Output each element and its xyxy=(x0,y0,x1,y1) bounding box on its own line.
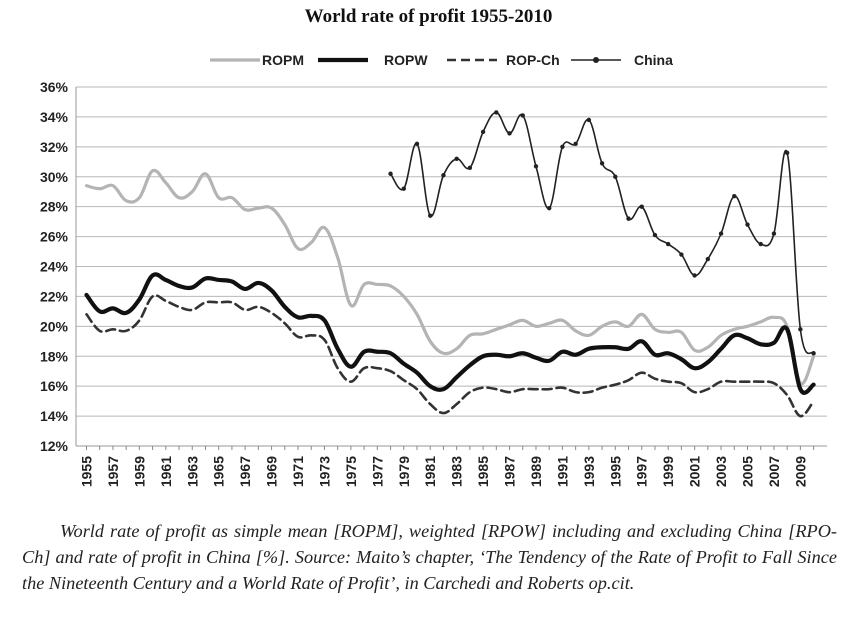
data-point-china xyxy=(586,117,592,123)
x-tick-label: 1991 xyxy=(554,456,570,487)
x-tick-label: 1969 xyxy=(264,456,280,487)
x-tick-label: 1961 xyxy=(158,456,174,487)
x-tick-label: 2001 xyxy=(687,456,703,487)
data-point-china xyxy=(665,241,671,247)
x-axis-ticks: 1955 1957 1959 1961 1963 1965 1967 1969 1971 1973… xyxy=(79,446,815,487)
data-point-china xyxy=(679,252,684,257)
data-point-china xyxy=(401,186,406,191)
data-point-china xyxy=(745,222,750,227)
x-tick-label: 1987 xyxy=(502,456,518,487)
line-chart: 12%14%16%18%20%22%24%26%28%30%32%34%36% … xyxy=(40,52,827,487)
x-tick-label: 1971 xyxy=(290,456,306,487)
x-tick-label: 1965 xyxy=(211,456,227,487)
data-point-china xyxy=(560,144,565,150)
data-point-china xyxy=(480,129,486,135)
data-point-china xyxy=(718,231,724,236)
x-tick-label: 1999 xyxy=(660,456,676,487)
x-tick-label: 1977 xyxy=(369,456,385,487)
x-tick-label: 1997 xyxy=(634,456,650,487)
data-point-china xyxy=(732,193,737,199)
y-tick-label: 18% xyxy=(40,348,69,364)
y-tick-label: 20% xyxy=(40,318,69,334)
x-tick-label: 1975 xyxy=(343,456,359,487)
data-point-china xyxy=(494,110,499,115)
data-point-china xyxy=(652,232,658,238)
data-point-china xyxy=(547,205,552,211)
data-point-china xyxy=(520,113,525,118)
x-tick-label: 1957 xyxy=(105,456,121,487)
y-tick-label: 22% xyxy=(40,288,69,304)
y-tick-label: 24% xyxy=(40,259,69,275)
data-point-china xyxy=(771,231,777,236)
x-tick-label: 1989 xyxy=(528,456,544,487)
data-point-china xyxy=(414,141,420,147)
x-tick-label: 1979 xyxy=(396,456,412,487)
data-point-china xyxy=(507,131,512,136)
legend-label-china: China xyxy=(634,52,673,68)
x-tick-label: 1985 xyxy=(475,456,491,487)
figure-caption: World rate of profit as simple mean [ROP… xyxy=(22,521,837,593)
legend-marker-china xyxy=(593,57,599,63)
x-tick-label: 1967 xyxy=(237,456,253,487)
y-tick-label: 16% xyxy=(40,378,69,394)
legend: ROPM ROPW ROP-Ch China xyxy=(210,52,673,68)
y-tick-label: 14% xyxy=(40,408,69,424)
y-tick-label: 36% xyxy=(40,79,69,95)
gridlines xyxy=(75,86,827,447)
chart-title: World rate of profit 1955-2010 xyxy=(304,6,553,27)
data-point-china xyxy=(758,241,763,247)
x-tick-label: 2003 xyxy=(713,456,729,487)
y-tick-label: 28% xyxy=(40,199,69,215)
data-point-china xyxy=(705,256,711,262)
series-line-ropm xyxy=(84,168,816,386)
series-line-rop-ch xyxy=(85,294,815,418)
data-point-china xyxy=(454,156,459,161)
x-tick-label: 1981 xyxy=(422,456,438,487)
x-tick-label: 1993 xyxy=(581,456,597,487)
data-point-china xyxy=(811,351,816,356)
legend-label-rop-ch: ROP-Ch xyxy=(506,52,560,68)
data-point-china xyxy=(573,141,578,147)
x-tick-label: 1955 xyxy=(79,456,95,487)
data-point-china xyxy=(428,213,433,218)
data-point-china xyxy=(388,171,393,176)
data-point-china xyxy=(626,216,631,221)
x-tick-label: 2009 xyxy=(792,456,808,487)
x-tick-label: 2005 xyxy=(740,456,756,487)
x-tick-label: 1995 xyxy=(607,456,623,487)
x-tick-label: 1959 xyxy=(131,456,147,487)
series-line-ropw xyxy=(84,272,816,395)
data-point-china xyxy=(533,164,539,169)
data-point-china xyxy=(784,150,790,156)
data-point-china xyxy=(613,174,618,179)
y-tick-label: 26% xyxy=(40,229,69,245)
series-lines xyxy=(84,110,816,418)
y-tick-label: 32% xyxy=(40,139,69,155)
legend-label-ropw: ROPW xyxy=(384,52,428,68)
y-tick-label: 34% xyxy=(40,109,69,125)
data-point-china xyxy=(467,165,473,170)
data-point-china xyxy=(798,327,803,332)
x-tick-label: 2007 xyxy=(766,456,782,487)
y-tick-label: 30% xyxy=(40,169,69,185)
data-point-china xyxy=(599,161,605,166)
legend-label-ropm: ROPM xyxy=(262,52,304,68)
y-axis-ticks: 12% 14% 16% 18% 20% 22% 24% 26% 28% 30% 32% 34% 36% xyxy=(40,79,69,454)
x-tick-label: 1963 xyxy=(184,456,200,487)
x-tick-label: 1983 xyxy=(449,456,465,487)
y-tick-label: 12% xyxy=(40,438,69,454)
data-point-china xyxy=(639,204,644,209)
series-line-china xyxy=(389,111,815,355)
data-point-china xyxy=(441,173,446,178)
data-point-china xyxy=(692,273,697,278)
x-tick-label: 1973 xyxy=(316,456,332,487)
